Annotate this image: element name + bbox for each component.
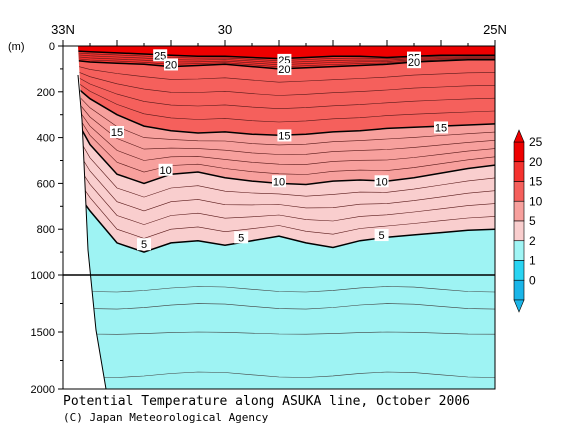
thin-isotherm-1-0 xyxy=(68,63,496,83)
contour-label: 5 xyxy=(238,232,244,244)
contour-label-bg xyxy=(277,63,292,76)
contour-label-bg xyxy=(110,126,124,139)
contour-label-bg xyxy=(434,121,448,134)
deep-isotherm-3 xyxy=(68,371,496,378)
deep-isotherm-0 xyxy=(68,286,496,293)
colorbar-top-arrow xyxy=(513,129,525,143)
colorbar-label: 20 xyxy=(529,155,543,169)
colorbar-label: 10 xyxy=(529,194,543,208)
y-unit-label: (m) xyxy=(8,41,25,53)
thin-isotherm-1-2 xyxy=(68,71,496,110)
band-above-25 xyxy=(68,46,496,59)
contour-label: 20 xyxy=(165,59,177,71)
colorbar-label: 15 xyxy=(529,175,543,189)
x-tick-label: 33N xyxy=(51,22,75,37)
contour-label: 25 xyxy=(154,50,166,62)
colorbar-band xyxy=(513,279,525,301)
chart-title: Potential Temperature along ASUKA line, … xyxy=(63,394,470,409)
contour-label: 15 xyxy=(278,130,290,142)
y-tick-label: 200 xyxy=(37,87,55,99)
colorbar-band xyxy=(513,181,525,202)
contour-label: 15 xyxy=(111,127,123,139)
thin-isotherm-3-0 xyxy=(68,120,496,198)
isotherm-5 xyxy=(67,180,496,253)
contour-label: 10 xyxy=(375,176,387,188)
slope-outline xyxy=(77,74,107,390)
colorbar-label: 1 xyxy=(529,254,536,268)
contour-label: 5 xyxy=(379,230,385,242)
y-tick-label: 1500 xyxy=(31,327,55,339)
continental-slope xyxy=(63,46,106,389)
x-tick-label: 25N xyxy=(483,22,507,37)
contour-label: 15 xyxy=(435,122,447,134)
contour-label: 5 xyxy=(141,239,147,251)
contour-label-bg xyxy=(407,56,421,69)
contour-label-bg xyxy=(374,175,389,188)
contour-label-bg xyxy=(277,53,292,66)
colorbar-label: 5 xyxy=(529,214,536,228)
contour-label-bg xyxy=(153,49,168,62)
thin-isotherm-1-3 xyxy=(68,75,496,123)
y-tick-label: 400 xyxy=(37,133,55,145)
colorbar-bottom-arrow xyxy=(513,299,525,313)
band-15-20 xyxy=(68,59,496,136)
thin-isotherm-1-1 xyxy=(68,67,496,96)
thin-isotherm-3-1 xyxy=(68,135,496,212)
thin-isotherm-3-2 xyxy=(68,150,496,225)
y-tick-label: 1000 xyxy=(31,270,55,282)
colorbar-band xyxy=(513,161,525,182)
y-tick-label: 600 xyxy=(37,178,55,190)
deep-isotherm-1 xyxy=(68,303,496,310)
chart-credit: (C) Japan Meteorological Agency xyxy=(63,411,269,424)
contour-label-bg xyxy=(234,231,249,244)
contour-label: 20 xyxy=(278,64,290,76)
band-10-15 xyxy=(68,80,496,185)
y-tick-label: 0 xyxy=(49,41,55,53)
colorbar-band xyxy=(513,200,525,222)
thin-isotherm-3-3 xyxy=(68,165,496,239)
contour-label-bg xyxy=(137,238,151,251)
y-tick-label: 2000 xyxy=(31,384,55,396)
colorbar-band xyxy=(513,260,525,281)
thin-isotherm-2-1 xyxy=(68,90,496,155)
colorbar-label: 0 xyxy=(529,273,536,287)
contour-label-bg xyxy=(164,58,178,71)
contour-label: 25 xyxy=(278,55,290,67)
contour-label: 10 xyxy=(273,176,285,188)
contour-label-bg xyxy=(277,129,292,142)
contour-label-bg xyxy=(272,175,286,188)
colorbar-label: 2 xyxy=(529,234,536,248)
y-tick-label: 800 xyxy=(37,224,55,236)
contour-label: 10 xyxy=(159,165,171,177)
thin-isotherm-2-2 xyxy=(68,95,496,165)
colorbar-band xyxy=(513,141,525,163)
contour-label-bg xyxy=(158,163,173,176)
colorbar-band xyxy=(513,240,525,261)
thin-isotherm-2-0 xyxy=(68,85,496,146)
x-tick-label: 30 xyxy=(218,22,232,37)
deep-isotherm-2 xyxy=(68,331,496,335)
contour-label-bg xyxy=(374,229,389,242)
contour-label: 20 xyxy=(408,57,420,69)
thin-isotherm-2-3 xyxy=(68,100,496,175)
colorbar-band xyxy=(513,220,525,242)
colorbar-label: 25 xyxy=(529,135,543,149)
